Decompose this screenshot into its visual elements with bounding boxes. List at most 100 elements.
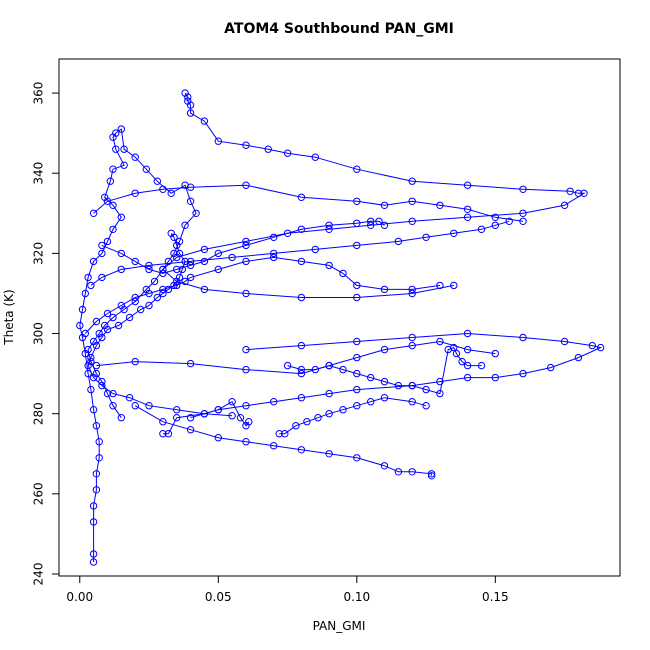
data-point	[436, 377, 444, 386]
data-series	[159, 398, 253, 438]
data-point	[170, 233, 178, 242]
series-line	[279, 397, 427, 435]
data-point	[131, 297, 139, 306]
data-point	[81, 329, 90, 338]
data-point	[450, 343, 458, 352]
data-point	[109, 225, 117, 234]
data-point	[87, 281, 95, 290]
data-point	[505, 217, 513, 226]
data-point	[109, 313, 117, 322]
y-axis: 240 260 280 300 320 340 360	[31, 82, 59, 586]
data-point	[380, 221, 389, 230]
x-axis: 0.00 0.05 0.10 0.15	[66, 576, 509, 604]
series-line	[190, 332, 603, 419]
data-point	[106, 177, 115, 185]
data-point	[560, 201, 569, 210]
data-point	[242, 181, 250, 189]
data-point	[98, 381, 106, 390]
data-point	[95, 438, 103, 446]
data-point	[153, 177, 162, 185]
data-point	[145, 301, 153, 310]
data-point	[353, 241, 361, 250]
y-tick-label: 240	[32, 563, 46, 586]
data-point	[112, 129, 120, 137]
data-point	[427, 470, 436, 478]
data-point	[117, 265, 126, 274]
data-point	[192, 209, 200, 218]
data-point	[242, 365, 250, 374]
data-point	[114, 321, 123, 330]
data-point	[339, 406, 347, 414]
data-point	[463, 329, 472, 338]
data-point	[491, 373, 499, 382]
data-point	[200, 257, 209, 266]
data-point	[303, 418, 311, 426]
data-point	[145, 261, 153, 270]
data-point	[236, 414, 245, 422]
data-point	[353, 165, 361, 173]
data-point	[159, 185, 167, 194]
data-point	[311, 153, 319, 161]
data-point	[463, 181, 472, 189]
data-point	[92, 341, 101, 350]
data-point	[519, 185, 527, 194]
data-point	[270, 398, 278, 406]
data-point	[145, 265, 153, 274]
data-point	[103, 325, 112, 334]
x-tick-label: 0.10	[343, 590, 370, 604]
data-point	[186, 273, 195, 282]
data-point	[173, 265, 181, 274]
data-point	[89, 518, 98, 526]
data-point	[131, 357, 139, 366]
data-point	[103, 309, 112, 318]
data-point	[325, 389, 333, 398]
data-point	[159, 430, 167, 438]
data-point	[89, 406, 98, 414]
data-point	[422, 385, 430, 394]
data-point	[463, 373, 472, 382]
data-point	[408, 197, 416, 206]
data-point	[142, 165, 151, 173]
data-point	[186, 359, 195, 368]
data-point	[117, 414, 126, 422]
data-point	[596, 343, 605, 352]
data-point	[214, 265, 223, 274]
data-point	[353, 281, 361, 290]
data-point	[186, 183, 195, 191]
data-point	[242, 289, 250, 298]
data-point	[353, 353, 361, 362]
data-point	[186, 414, 195, 422]
data-series	[159, 89, 588, 302]
data-point	[491, 213, 499, 222]
data-point	[463, 205, 472, 214]
data-point	[98, 249, 106, 258]
data-point	[314, 414, 322, 422]
data-point	[353, 219, 361, 228]
data-point	[173, 241, 181, 250]
x-tick-label: 0.05	[205, 590, 232, 604]
series-line	[87, 233, 233, 417]
data-point	[380, 201, 389, 210]
data-point	[181, 277, 189, 286]
data-point	[186, 109, 195, 117]
data-point	[186, 257, 195, 266]
data-point	[491, 349, 499, 358]
data-point	[159, 285, 167, 294]
data-point	[131, 402, 139, 410]
y-tick-label: 360	[32, 82, 46, 105]
data-point	[131, 257, 139, 266]
data-point	[380, 394, 389, 402]
data-point	[297, 446, 306, 454]
data-point	[270, 442, 278, 450]
data-point	[491, 221, 499, 230]
data-point	[408, 217, 416, 226]
data-point	[98, 377, 106, 386]
data-point	[463, 213, 472, 222]
data-point	[109, 165, 117, 173]
data-point	[175, 249, 184, 258]
data-point	[186, 261, 195, 270]
y-tick-label: 260	[32, 482, 46, 505]
data-point	[125, 394, 134, 402]
data-point	[408, 381, 416, 390]
data-point	[112, 145, 120, 153]
